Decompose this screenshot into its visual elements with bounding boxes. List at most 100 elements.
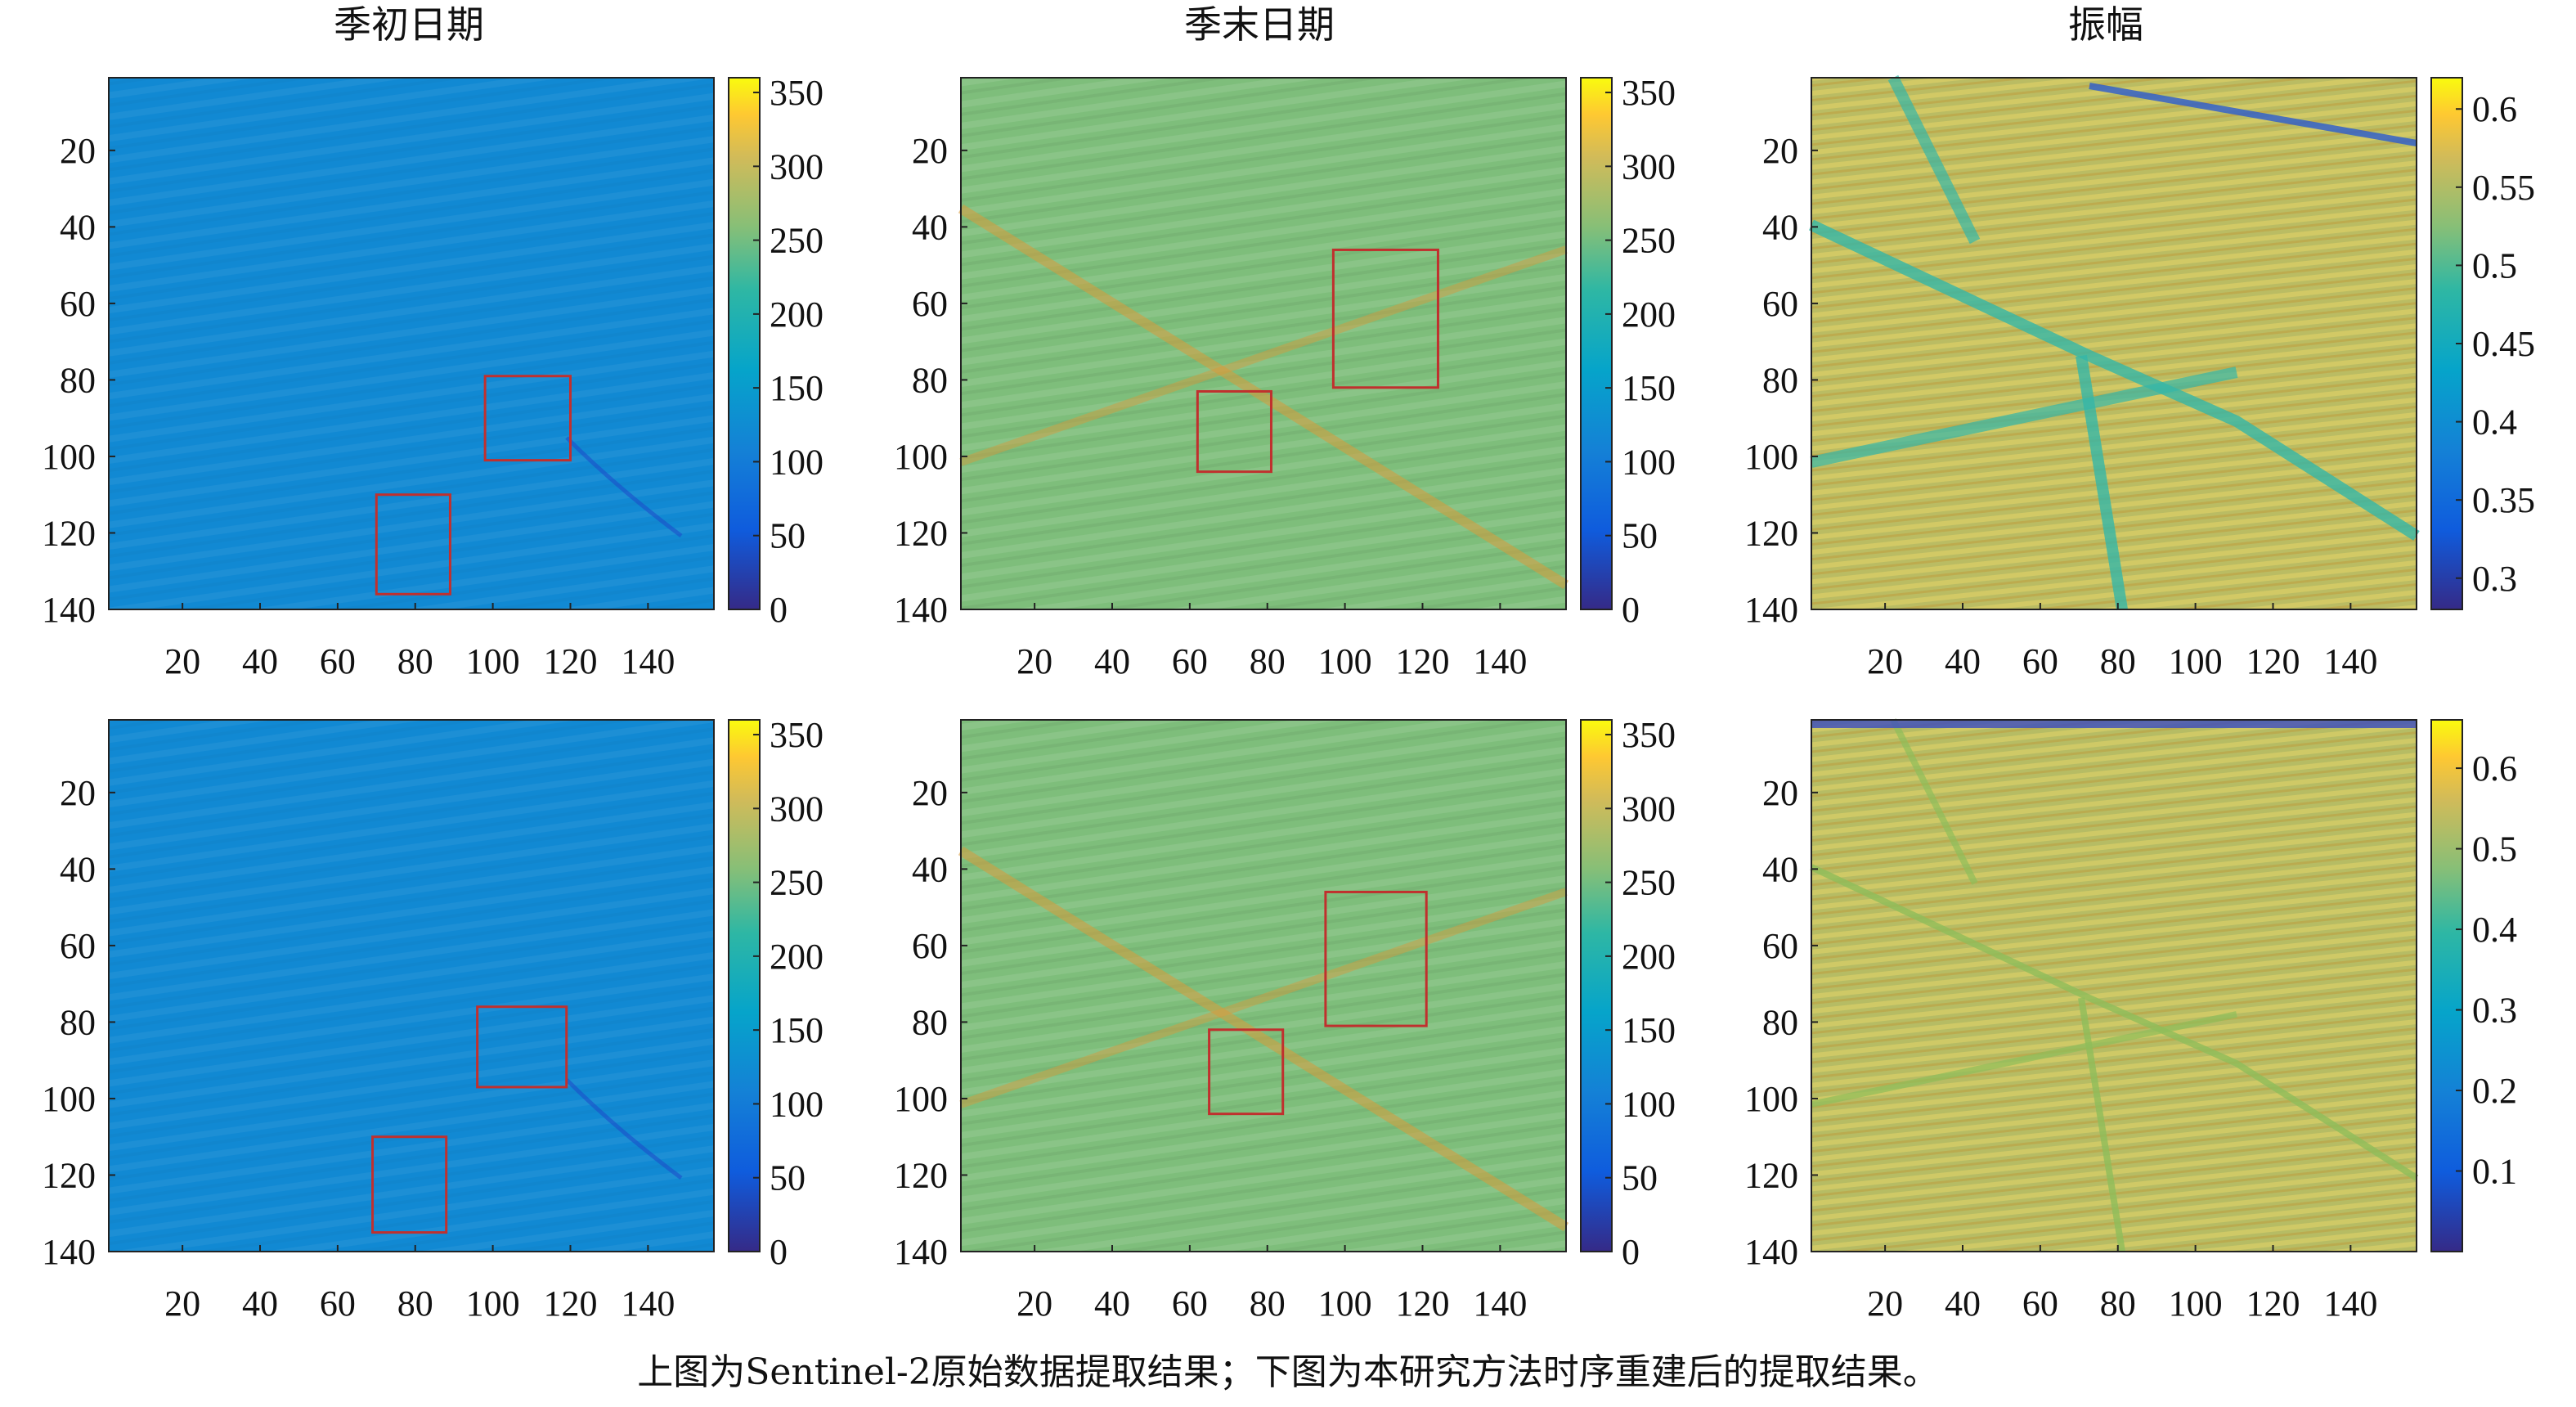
colorbar-tick-label: 350 bbox=[1622, 715, 1676, 755]
colorbar-tick-label: 0 bbox=[770, 590, 788, 630]
y-tick-label: 120 bbox=[894, 1155, 948, 1195]
highlight-box bbox=[371, 1135, 448, 1234]
colorbar-tick-label: 150 bbox=[770, 368, 824, 408]
heatmap-panel: 20 40 60 80 100 120 140 20 40 60 80 100 120 140 0 50 100… bbox=[894, 73, 1676, 681]
colorbar-tick-label: 50 bbox=[1622, 1158, 1658, 1198]
y-tick-label: 140 bbox=[894, 1232, 948, 1272]
colorbar-tick-label: 0 bbox=[1622, 1232, 1640, 1272]
colorbar-tick-label: 300 bbox=[1622, 789, 1676, 829]
colorbar-tick-label: 200 bbox=[1622, 294, 1676, 335]
heatmap-panel: 20 40 60 80 100 120 140 20 40 60 80 100 120 140 0 50 100… bbox=[894, 715, 1676, 1324]
highlight-box bbox=[476, 1005, 568, 1089]
plot-frame bbox=[1811, 77, 2417, 610]
x-tick-label: 40 bbox=[1094, 1283, 1130, 1324]
highlight-box bbox=[1331, 248, 1439, 389]
heatmap-panel: 20 40 60 80 100 120 140 20 40 60 80 100 120 140 0 50 100… bbox=[42, 73, 824, 681]
colorbar-tick-label: 150 bbox=[770, 1010, 824, 1050]
y-tick-label: 120 bbox=[1744, 1155, 1798, 1195]
y-tick-label: 100 bbox=[894, 437, 948, 477]
x-tick-label: 80 bbox=[1250, 641, 1286, 681]
colorbar-tick-label: 0.2 bbox=[2472, 1071, 2517, 1111]
colorbar-tick-label: 150 bbox=[1622, 368, 1676, 408]
y-tick-label: 80 bbox=[60, 360, 96, 400]
highlight-box bbox=[1324, 890, 1428, 1027]
heatmap-panel: 20 40 60 80 100 120 140 20 40 60 80 100 120 140 0.1 0.2… bbox=[1744, 718, 2517, 1324]
feature-line bbox=[565, 436, 683, 537]
x-tick-label: 80 bbox=[1250, 1283, 1286, 1324]
x-tick-label: 20 bbox=[1867, 1283, 1903, 1324]
field-texture bbox=[1811, 720, 2417, 1252]
column-title-amplitude: 振幅 bbox=[2068, 2, 2143, 47]
y-tick-label: 100 bbox=[42, 1079, 96, 1119]
colorbar bbox=[728, 77, 761, 610]
x-tick-label: 140 bbox=[2323, 641, 2377, 681]
y-tick-label: 120 bbox=[42, 1155, 96, 1195]
colorbar-tick-label: 200 bbox=[1622, 937, 1676, 977]
highlight-box bbox=[1208, 1028, 1285, 1116]
feature-line bbox=[1810, 366, 2238, 468]
heatmap-grid: 20 40 60 80 100 120 140 20 40 60 80 100 120 140 0 50 100… bbox=[42, 73, 2535, 1324]
y-tick-label: 60 bbox=[1762, 284, 1798, 324]
colorbar-tick-label: 100 bbox=[770, 1084, 824, 1124]
colorbar bbox=[1580, 719, 1613, 1252]
x-tick-label: 40 bbox=[1094, 641, 1130, 681]
x-tick-label: 140 bbox=[2323, 1283, 2377, 1324]
y-tick-label: 40 bbox=[60, 849, 96, 889]
feature-line bbox=[958, 846, 1569, 1232]
highlight-box bbox=[483, 375, 572, 462]
y-tick-label: 80 bbox=[1762, 360, 1798, 400]
feature-line bbox=[1887, 74, 1981, 245]
x-tick-label: 120 bbox=[543, 641, 597, 681]
heatmap-panel: 20 40 60 80 100 120 140 20 40 60 80 100 120 140 0 50 100… bbox=[42, 715, 824, 1324]
y-tick-label: 140 bbox=[1744, 1232, 1798, 1272]
column-title-start-date: 季初日期 bbox=[334, 2, 484, 47]
y-tick-label: 60 bbox=[60, 284, 96, 324]
colorbar-tick-label: 350 bbox=[770, 715, 824, 755]
x-tick-label: 60 bbox=[320, 641, 356, 681]
y-tick-label: 20 bbox=[1762, 773, 1798, 813]
y-tick-label: 120 bbox=[42, 513, 96, 553]
colorbar-tick-label: 250 bbox=[1622, 863, 1676, 903]
figure-caption: 上图为Sentinel-2原始数据提取结果；下图为本研究方法时序重建后的提取结果… bbox=[637, 1351, 1939, 1393]
feature-line bbox=[959, 245, 1568, 466]
x-tick-label: 20 bbox=[1867, 641, 1903, 681]
x-tick-label: 100 bbox=[466, 1283, 520, 1324]
x-tick-label: 120 bbox=[1395, 1283, 1449, 1324]
colorbar-tick-label: 0.5 bbox=[2472, 245, 2517, 285]
x-tick-label: 60 bbox=[1172, 1283, 1208, 1324]
colorbar-tick-label: 0.35 bbox=[2472, 480, 2535, 520]
x-tick-label: 40 bbox=[1945, 1283, 1981, 1324]
x-tick-label: 20 bbox=[1016, 641, 1052, 681]
colorbar-tick-label: 200 bbox=[770, 294, 824, 335]
colorbar-tick-label: 0.1 bbox=[2472, 1152, 2517, 1192]
colorbar-tick-label: 0.4 bbox=[2472, 910, 2517, 950]
x-tick-label: 40 bbox=[242, 641, 278, 681]
feature-line bbox=[2089, 83, 2417, 146]
colorbar bbox=[1580, 77, 1613, 610]
x-tick-label: 80 bbox=[2100, 641, 2136, 681]
colorbar-tick-label: 0.6 bbox=[2472, 89, 2517, 129]
colorbar-tick-label: 250 bbox=[770, 863, 824, 903]
colorbar-tick-label: 50 bbox=[1622, 516, 1658, 556]
x-tick-label: 100 bbox=[1318, 641, 1372, 681]
x-tick-label: 80 bbox=[397, 1283, 433, 1324]
colorbar-tick-label: 0.6 bbox=[2472, 748, 2517, 789]
edge-band bbox=[1811, 720, 2417, 728]
colorbar-tick-label: 0.3 bbox=[2472, 559, 2517, 599]
feature-line bbox=[2078, 997, 2125, 1252]
y-tick-label: 80 bbox=[1762, 1002, 1798, 1042]
feature-line bbox=[565, 1078, 683, 1180]
plot-frame bbox=[960, 719, 1567, 1252]
x-tick-label: 20 bbox=[164, 1283, 200, 1324]
x-tick-label: 120 bbox=[2246, 1283, 2300, 1324]
y-tick-label: 140 bbox=[894, 590, 948, 630]
y-tick-label: 140 bbox=[1744, 590, 1798, 630]
plot-frame bbox=[1811, 719, 2417, 1252]
x-tick-label: 80 bbox=[2100, 1283, 2136, 1324]
x-tick-label: 140 bbox=[1473, 641, 1527, 681]
x-tick-label: 120 bbox=[543, 1283, 597, 1324]
colorbar-tick-label: 50 bbox=[770, 1158, 806, 1198]
y-tick-label: 80 bbox=[912, 1002, 948, 1042]
y-tick-label: 120 bbox=[894, 513, 948, 553]
